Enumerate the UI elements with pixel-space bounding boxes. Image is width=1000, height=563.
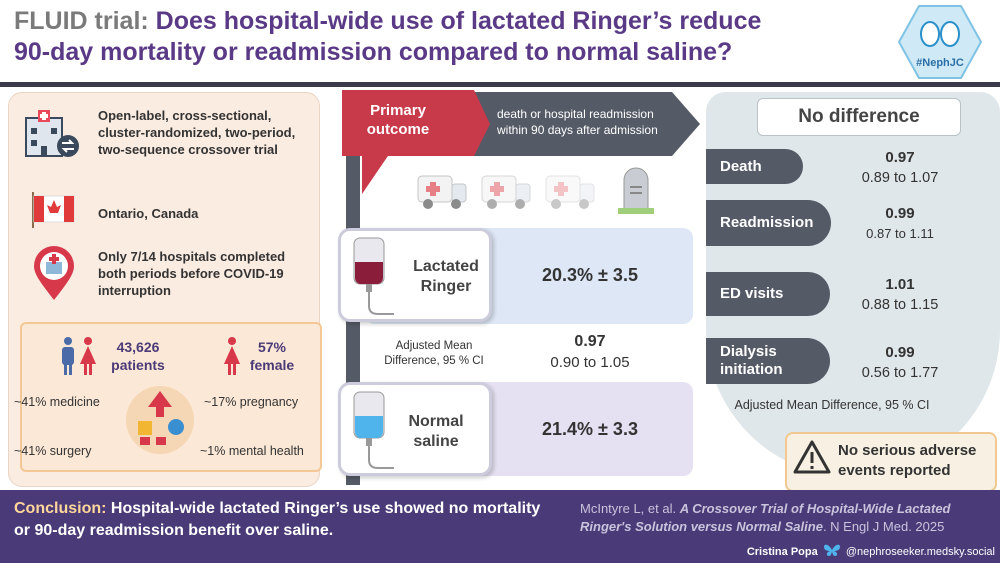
outcome-death-value: 0.97	[885, 149, 915, 166]
ref-authors: McIntyre L, et al.	[580, 501, 677, 516]
specialties-icon	[126, 386, 194, 454]
female-label: female	[249, 357, 295, 373]
lr-iv-bag-icon	[353, 237, 394, 315]
dialysis-label-1: Dialysis	[720, 343, 777, 360]
outcome-readmission-label: Readmission	[706, 200, 831, 246]
specialty-surgery: ~41% surgery	[14, 444, 92, 458]
outcome-death-ci: 0.89 to 1.07	[861, 170, 939, 186]
specialty-mental-health: ~1% mental health	[200, 444, 304, 458]
conclusion-label: Conclusion:	[14, 500, 107, 517]
patients-stat: 43,626 patients	[98, 338, 178, 374]
adverse-events-text: No serious adverse events reported	[838, 441, 996, 481]
primary-desc-1: death or hospital readmission	[497, 107, 654, 121]
outcome-dialysis-value: 0.99	[885, 344, 915, 361]
ed-visits-label-text: ED visits	[720, 285, 784, 302]
ns-result: 21.4% ± 3.3	[542, 419, 638, 439]
butterfly-icon	[823, 544, 840, 556]
credit-handle: @nephroseeker.medsky.social	[845, 546, 995, 558]
hospital-crossover-icon	[25, 110, 79, 157]
primary-outcome-banner	[342, 90, 700, 158]
primary-label-2: outcome	[366, 121, 430, 138]
title-prefix: FLUID trial:	[14, 7, 149, 35]
female-stat: 57% female	[244, 338, 300, 374]
page-title: FLUID trial: Does hospital-wide use of l…	[14, 6, 874, 68]
tombstone-icon	[618, 167, 654, 214]
primary-label-1: Primary	[370, 102, 426, 119]
amd-ci: 0.90 to 1.05	[550, 354, 630, 371]
lr-name-1: Lactated	[413, 258, 479, 275]
conclusion-text: Hospital-wide lactated Ringer’s use show…	[14, 500, 541, 539]
amd-label-1: Adjusted Mean	[395, 340, 473, 352]
specialty-pregnancy: ~17% pregnancy	[204, 395, 299, 409]
ref-title: A Crossover Trial of Hospital-Wide Lacta…	[580, 501, 951, 534]
trial-design-text: Open-label, cross-sectional, cluster-ran…	[98, 108, 296, 157]
primary-outcome-label: Primary outcome	[348, 101, 448, 139]
patients-icon	[62, 337, 96, 375]
specialty-medicine: ~41% medicine	[14, 395, 100, 409]
ns-name-1: Normal	[408, 413, 464, 430]
warning-icon	[793, 440, 831, 474]
amd-value: 0.97	[574, 333, 606, 350]
lr-name: Lactated Ringer	[406, 257, 486, 297]
amd-label-2: Difference, 95 % CI	[384, 355, 484, 367]
credit: Cristina Popa @nephroseeker.medsky.socia…	[740, 543, 995, 560]
dialysis-label-2: initiation	[720, 361, 783, 378]
hospital-location-icon	[34, 246, 74, 300]
female-icon	[224, 337, 240, 375]
lr-name-2: Ringer	[420, 278, 472, 295]
adverse-line-2: events reported	[838, 462, 951, 479]
reference: McIntyre L, et al. A Crossover Trial of …	[580, 500, 980, 536]
outcome-readmission-value: 0.99	[885, 205, 915, 222]
outcome-ed-visits-label: ED visits	[706, 272, 830, 316]
ns-name-2: saline	[413, 433, 459, 450]
lr-result: 20.3% ± 3.5	[542, 265, 638, 285]
ns-iv-bag-icon	[353, 391, 394, 469]
ns-name: Normal saline	[396, 412, 476, 452]
outcome-readmission-ci: 0.87 to 1.11	[866, 226, 934, 241]
primary-desc-2: within 90 days after admission	[497, 123, 658, 137]
nephjc-logo: #NephJC	[898, 5, 982, 79]
header-divider	[0, 82, 1000, 87]
primary-outcome-pointer	[342, 150, 392, 194]
credit-name: Cristina Popa	[746, 546, 818, 558]
death-label-text: Death	[720, 157, 762, 175]
canada-flag-icon	[32, 192, 75, 228]
readmission-label-text: Readmission	[720, 214, 814, 231]
results-footnote: Adjusted Mean Difference, 95 % CI	[734, 398, 930, 412]
female-value: 57%	[257, 339, 287, 355]
title-line1: Does hospital-wide use of lactated Ringe…	[155, 7, 762, 35]
patients-label: patients	[111, 357, 165, 373]
amd-label: Adjusted Mean Difference, 95 % CI	[370, 339, 498, 369]
hospitals-text: Only 7/14 hospitals completed both perio…	[98, 249, 286, 298]
ambulance-icons	[417, 175, 595, 209]
conclusion: Conclusion: Hospital-wide lactated Ringe…	[14, 498, 554, 542]
patients-value: 43,626	[116, 339, 160, 355]
no-difference-heading: No difference	[757, 98, 961, 136]
title-line2: 90-day mortality or readmission compared…	[14, 38, 733, 66]
outcome-dialysis-label: Dialysis initiation	[706, 338, 830, 384]
ref-journal: . N Engl J Med. 2025	[822, 519, 945, 534]
badge-text: #NephJC	[916, 57, 964, 69]
outcome-death-label: Death	[706, 149, 803, 184]
adverse-line-1: No serious adverse	[838, 442, 977, 459]
outcome-dialysis-ci: 0.56 to 1.77	[861, 365, 939, 381]
outcome-ed-visits-value: 1.01	[885, 276, 915, 293]
primary-outcome-description: death or hospital readmission within 90 …	[497, 106, 697, 138]
outcome-ed-visits-ci: 0.88 to 1.15	[861, 297, 939, 313]
location-text: Ontario, Canada	[98, 206, 199, 221]
